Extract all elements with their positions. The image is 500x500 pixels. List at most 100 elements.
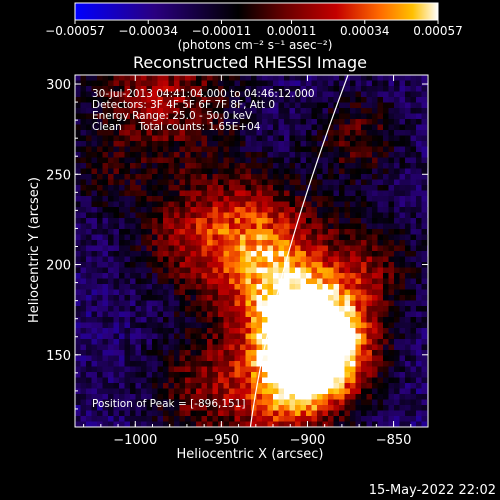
heatmap-cell (273, 229, 279, 235)
heatmap-cell (119, 135, 125, 142)
heatmap-cell (108, 163, 114, 169)
heatmap-cell (141, 80, 147, 87)
heatmap-cell (251, 97, 257, 103)
heatmap-cell (80, 119, 87, 125)
heatmap-cell (163, 229, 169, 235)
heatmap-cell (157, 394, 164, 400)
heatmap-cell (366, 190, 373, 197)
heatmap-cell (102, 185, 109, 191)
heatmap-cell (212, 130, 219, 136)
heatmap-cell (306, 91, 312, 98)
heatmap-cell (267, 355, 274, 362)
heatmap-cell (383, 124, 389, 131)
heatmap-cell (75, 311, 81, 318)
heatmap-cell (251, 366, 257, 373)
heatmap-cell (163, 212, 169, 219)
heatmap-cell (377, 168, 384, 175)
heatmap-cell (234, 394, 241, 400)
heatmap-cell (91, 218, 98, 224)
heatmap-cell (289, 383, 296, 389)
heatmap-cell (322, 328, 329, 334)
heatmap-cell (86, 284, 92, 290)
heatmap-cell (317, 317, 323, 323)
heatmap-cell (201, 328, 208, 334)
heatmap-cell (377, 80, 384, 87)
heatmap-cell (333, 207, 340, 213)
heatmap-cell (388, 80, 395, 87)
heatmap-cell (383, 350, 389, 356)
heatmap-cell (394, 295, 400, 301)
heatmap-cell (240, 328, 246, 334)
heatmap-cell (344, 416, 351, 422)
heatmap-cell (80, 75, 87, 81)
heatmap-cell (284, 234, 290, 241)
heatmap-cell (377, 410, 384, 417)
heatmap-cell (207, 86, 213, 92)
heatmap-cell (157, 317, 164, 323)
heatmap-cell (168, 289, 175, 296)
heatmap-cell (394, 267, 400, 274)
heatmap-cell (350, 108, 356, 114)
heatmap-cell (273, 350, 279, 356)
heatmap-cell (86, 317, 92, 323)
heatmap-cell (328, 113, 334, 120)
heatmap-cell (366, 300, 373, 307)
heatmap-cell (284, 91, 290, 98)
heatmap-cell (289, 322, 296, 329)
heatmap-cell (141, 267, 147, 274)
heatmap-cell (399, 229, 406, 235)
heatmap-cell (75, 168, 81, 175)
heatmap-cell (234, 245, 241, 252)
heatmap-cell (394, 405, 400, 411)
heatmap-cell (179, 157, 186, 164)
heatmap-cell (163, 130, 169, 136)
heatmap-cell (218, 240, 224, 246)
heatmap-cell (278, 124, 285, 131)
heatmap-cell (322, 267, 329, 274)
heatmap-cell (102, 361, 109, 367)
heatmap-cell (322, 405, 329, 411)
heatmap-cell (262, 383, 268, 389)
heatmap-cell (377, 212, 384, 219)
heatmap-cell (223, 295, 230, 301)
heatmap-cell (196, 124, 202, 131)
heatmap-cell (212, 157, 219, 164)
heatmap-cell (344, 355, 351, 362)
heatmap-cell (339, 339, 345, 345)
heatmap-cell (207, 361, 213, 367)
heatmap-cell (306, 201, 312, 208)
heatmap-cell (91, 289, 98, 296)
colorbar-tick-label: −0.00057 (45, 24, 105, 38)
heatmap-cell (223, 97, 230, 103)
heatmap-cell (372, 339, 378, 345)
heatmap-cell (416, 86, 422, 92)
heatmap-cell (130, 361, 136, 367)
heatmap-cell (394, 229, 400, 235)
heatmap-cell (229, 262, 235, 268)
heatmap-cell (306, 262, 312, 268)
heatmap-cell (410, 344, 417, 351)
heatmap-cell (251, 245, 257, 252)
heatmap-cell (218, 394, 224, 400)
heatmap-cell (344, 344, 351, 351)
heatmap-cell (300, 317, 307, 323)
heatmap-cell (179, 333, 186, 340)
heatmap-cell (207, 399, 213, 406)
heatmap-cell (317, 119, 323, 125)
heatmap-cell (383, 102, 389, 109)
heatmap-cell (207, 273, 213, 279)
heatmap-cell (251, 306, 257, 312)
heatmap-cell (328, 410, 334, 417)
heatmap-cell (157, 273, 164, 279)
heatmap-cell (185, 377, 191, 384)
heatmap-cell (168, 234, 175, 241)
heatmap-cell (108, 273, 114, 279)
heatmap-cell (405, 130, 411, 136)
heatmap-cell (333, 234, 340, 241)
heatmap-cell (377, 383, 384, 389)
heatmap-cell (284, 399, 290, 406)
heatmap-cell (207, 328, 213, 334)
heatmap-cell (267, 267, 274, 274)
heatmap-cell (130, 80, 136, 87)
heatmap-cell (300, 306, 307, 312)
